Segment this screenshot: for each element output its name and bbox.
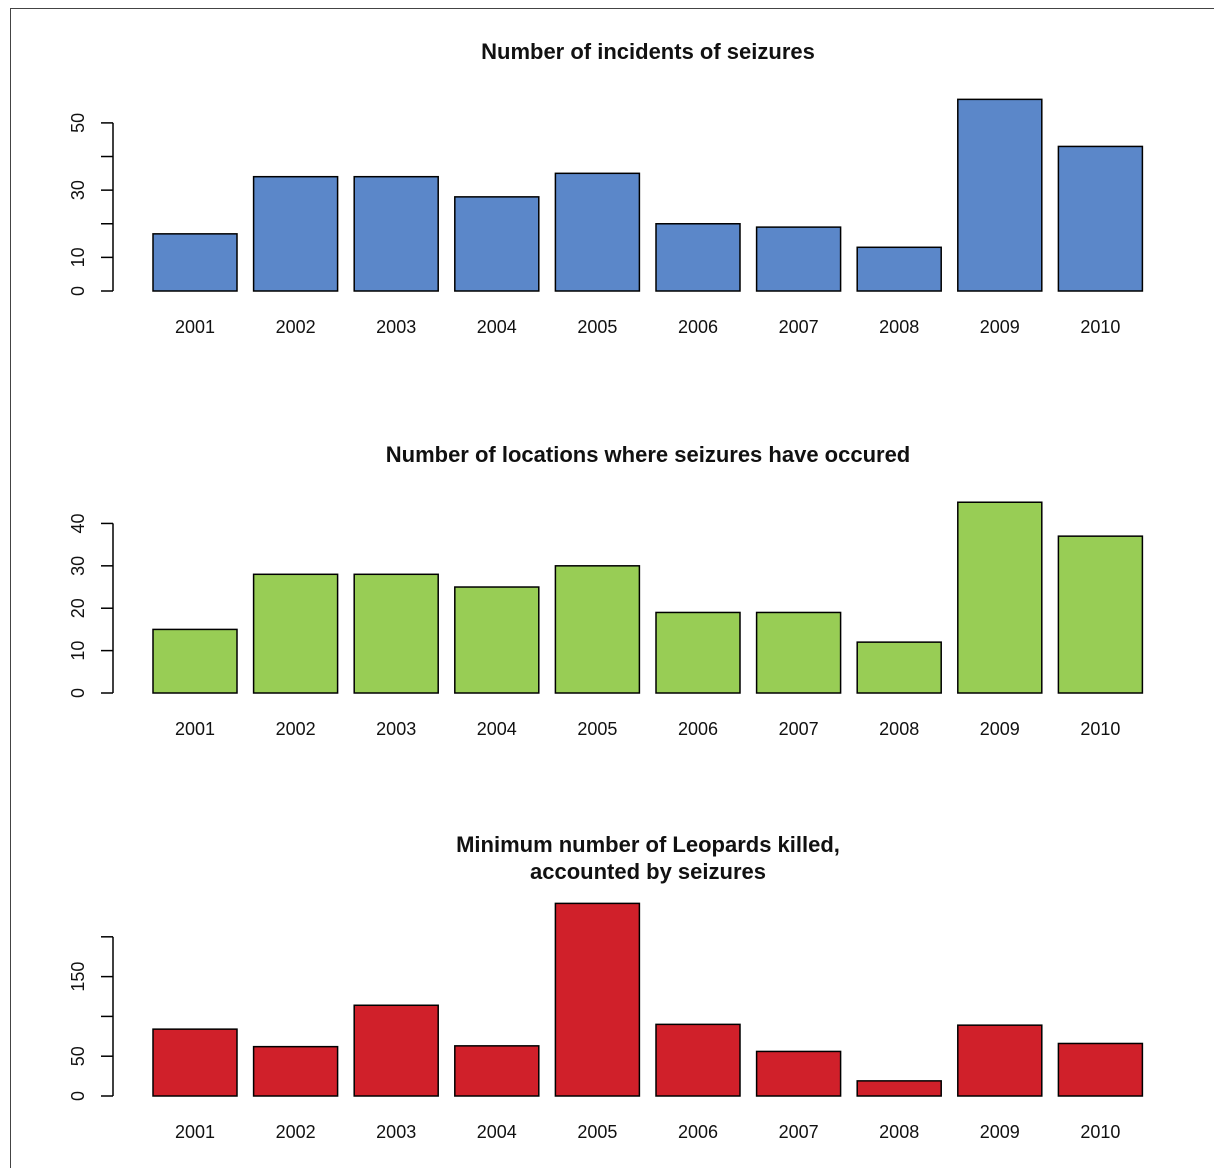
bar (252, 1045, 339, 1097)
bar (454, 196, 540, 292)
y-tick-label: 20 (68, 598, 88, 618)
y-tick-label: 150 (68, 962, 88, 992)
bar (957, 501, 1043, 694)
y-tick-label: 50 (68, 113, 88, 133)
x-tick-label: 2002 (276, 719, 316, 739)
bar (1057, 535, 1144, 694)
bar (856, 1080, 942, 1097)
x-tick-label: 2005 (577, 1122, 617, 1142)
x-tick-label: 2006 (678, 317, 718, 337)
bar (755, 226, 842, 292)
bar (1057, 1042, 1144, 1097)
y-tick-label: 10 (68, 641, 88, 661)
bar (554, 902, 641, 1097)
bar (957, 1024, 1043, 1097)
frame (10, 8, 1214, 1168)
bar (755, 611, 842, 694)
bar (454, 1045, 540, 1097)
bar (152, 1028, 238, 1097)
bar (252, 573, 339, 694)
x-tick-label: 2003 (376, 719, 416, 739)
x-tick-label: 2002 (276, 317, 316, 337)
y-tick-label: 50 (68, 1046, 88, 1066)
bar (655, 223, 741, 292)
bar (353, 573, 439, 694)
y-tick-label: 0 (68, 286, 88, 296)
x-tick-label: 2010 (1080, 719, 1120, 739)
x-tick-label: 2001 (175, 317, 215, 337)
bar (353, 175, 439, 292)
x-tick-label: 2004 (477, 719, 517, 739)
x-tick-label: 2007 (779, 317, 819, 337)
x-tick-label: 2003 (376, 1122, 416, 1142)
x-tick-label: 2006 (678, 1122, 718, 1142)
chart-title: Number of locations where seizures have … (385, 442, 911, 467)
x-tick-label: 2009 (980, 719, 1020, 739)
bar (554, 172, 641, 292)
x-tick-label: 2009 (980, 1122, 1020, 1142)
x-tick-label: 2007 (779, 1122, 819, 1142)
bar (655, 611, 741, 694)
x-tick-label: 2005 (577, 719, 617, 739)
x-tick-label: 2008 (879, 1122, 919, 1142)
x-tick-label: 2008 (879, 317, 919, 337)
bar (554, 565, 641, 694)
x-tick-label: 2003 (376, 317, 416, 337)
bar (856, 641, 942, 694)
x-tick-label: 2001 (175, 719, 215, 739)
x-tick-label: 2004 (477, 1122, 517, 1142)
x-tick-label: 2004 (477, 317, 517, 337)
x-tick-label: 2008 (879, 719, 919, 739)
y-tick-label: 30 (68, 180, 88, 200)
x-tick-label: 2002 (276, 1122, 316, 1142)
bar (454, 586, 540, 694)
bar (655, 1023, 741, 1097)
x-tick-label: 2007 (779, 719, 819, 739)
bar (252, 175, 339, 292)
x-tick-label: 2005 (577, 317, 617, 337)
bar (755, 1050, 842, 1097)
x-tick-label: 2010 (1080, 317, 1120, 337)
y-tick-label: 30 (68, 556, 88, 576)
x-tick-label: 2010 (1080, 1122, 1120, 1142)
bar (353, 1004, 439, 1097)
chart-title: Minimum number of Leopards killed, accou… (456, 832, 840, 884)
bar (152, 628, 238, 694)
y-tick-label: 10 (68, 247, 88, 267)
y-tick-label: 40 (68, 513, 88, 533)
bar (957, 98, 1043, 292)
bar (152, 233, 238, 292)
y-tick-label: 0 (68, 688, 88, 698)
x-tick-label: 2001 (175, 1122, 215, 1142)
x-tick-label: 2009 (980, 317, 1020, 337)
bar (1057, 145, 1144, 292)
y-tick-label: 0 (68, 1091, 88, 1101)
x-tick-label: 2006 (678, 719, 718, 739)
bar (856, 246, 942, 292)
chart-title: Number of incidents of seizures (481, 39, 815, 64)
